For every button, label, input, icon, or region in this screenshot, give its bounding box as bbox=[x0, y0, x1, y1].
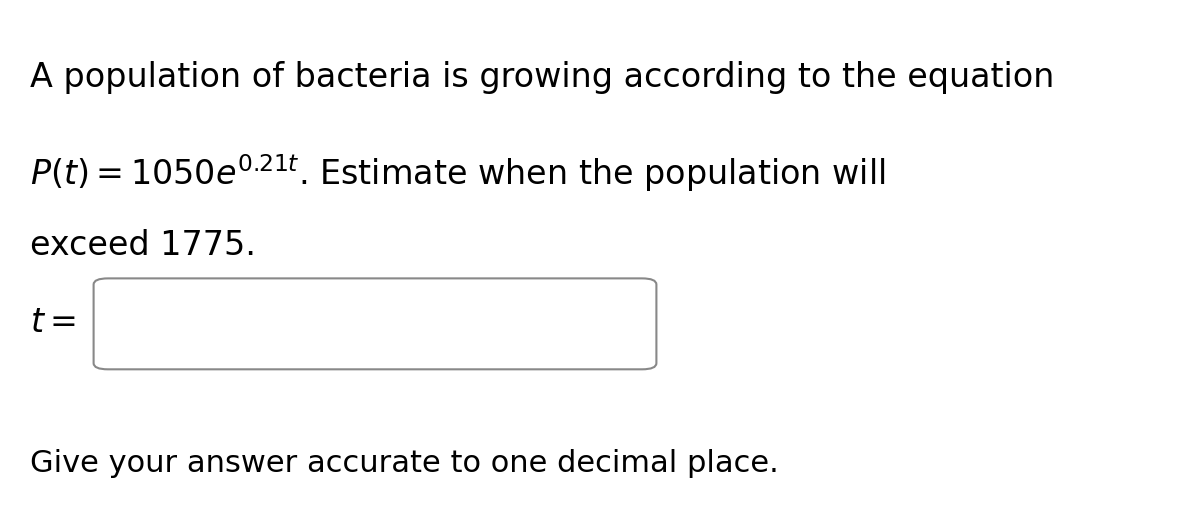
Text: A population of bacteria is growing according to the equation: A population of bacteria is growing acco… bbox=[30, 61, 1055, 94]
Text: $t=$: $t=$ bbox=[30, 306, 76, 339]
Text: $P(t) = 1050e^{0.21t}$. Estimate when the population will: $P(t) = 1050e^{0.21t}$. Estimate when th… bbox=[30, 152, 886, 194]
FancyBboxPatch shape bbox=[94, 278, 656, 369]
Text: Give your answer accurate to one decimal place.: Give your answer accurate to one decimal… bbox=[30, 449, 779, 478]
Text: exceed 1775.: exceed 1775. bbox=[30, 229, 256, 262]
